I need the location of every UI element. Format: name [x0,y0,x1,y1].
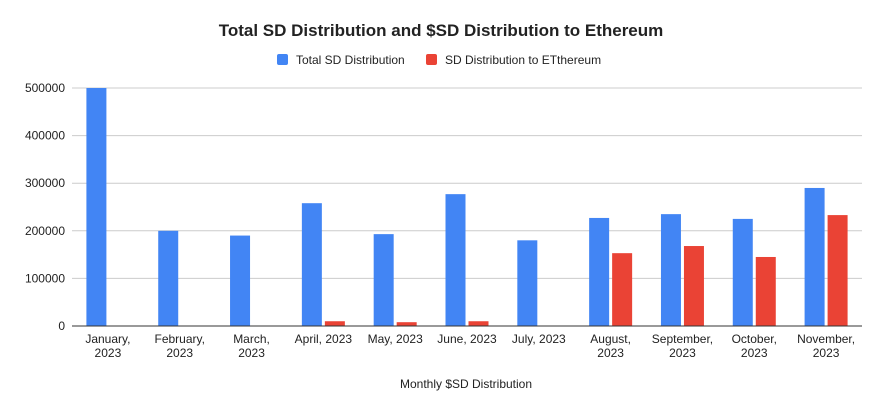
x-tick-label: November, 2023 [797,332,855,360]
x-axis-title: Monthly $SD Distribution [400,377,532,391]
x-tick-label: February, 2023 [154,332,204,360]
bar-total-sd [373,234,394,326]
legend: Total SD Distribution SD Distribution to… [277,53,601,67]
bar-total-sd [158,230,179,326]
x-axis-ticks: January, 2023 February, 2023 March, 2023 April… [85,332,855,360]
y-tick-label: 400000 [25,129,65,143]
y-tick-label: 100000 [25,271,65,285]
legend-swatch-total-sd [277,54,288,65]
bars [86,88,848,326]
bar-sd-ethereum [755,256,776,326]
bar-total-sd [301,203,322,326]
bar-sd-ethereum [396,322,417,326]
bar-sd-ethereum [324,321,345,326]
legend-label-total-sd: Total SD Distribution [296,53,405,67]
x-tick-label: August, 2023 [590,332,631,360]
y-tick-label: 500000 [25,81,65,95]
x-tick-label: April, 2023 [295,332,353,346]
bar-total-sd [86,88,107,326]
bar-total-sd [732,218,753,326]
bar-total-sd [589,217,610,326]
bar-total-sd [445,194,466,326]
y-tick-label: 300000 [25,176,65,190]
x-tick-label: September, 2023 [652,332,713,360]
chart-title: Total SD Distribution and $SD Distributi… [219,21,664,40]
bar-sd-ethereum [612,253,633,326]
gridlines [72,87,862,279]
bar-sd-ethereum [827,215,848,326]
bar-total-sd [804,187,825,326]
bar-sd-ethereum [468,321,489,326]
x-tick-label: June, 2023 [437,332,497,346]
bar-sd-ethereum [683,246,704,326]
bar-total-sd [660,214,681,326]
bar-total-sd [517,240,538,326]
bar-total-sd [230,235,251,326]
x-tick-label: January, 2023 [85,332,130,360]
legend-label-sd-ethereum: SD Distribution to ETthereum [445,53,601,67]
y-axis-ticks: 0 100000 200000 300000 400000 500000 [25,81,65,333]
y-tick-label: 0 [58,319,65,333]
x-tick-label: July, 2023 [512,332,566,346]
x-tick-label: October, 2023 [732,332,777,360]
legend-swatch-sd-ethereum [426,54,437,65]
x-tick-label: March, 2023 [233,332,270,360]
x-tick-label: May, 2023 [368,332,423,346]
y-tick-label: 200000 [25,224,65,238]
